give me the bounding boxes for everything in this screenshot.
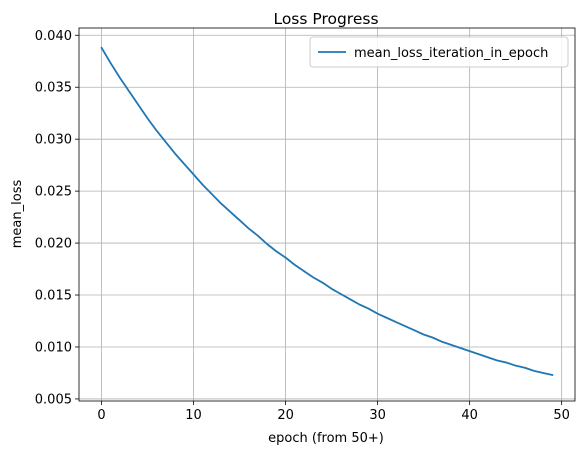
x-tick-label: 50 [553,408,570,423]
plot-frame [78,27,576,402]
y-tick-label: 0.005 [35,392,72,407]
x-tick-label: 0 [97,408,105,423]
legend-label: mean_loss_iteration_in_epoch [354,46,548,61]
x-axis-label: epoch (from 50+) [268,431,384,446]
y-tick-label: 0.040 [35,29,72,44]
x-tick-label: 10 [185,408,202,423]
grid [79,28,575,401]
y-tick-label: 0.010 [35,340,72,355]
x-tick-label: 30 [369,408,386,423]
y-tick-label: 0.030 [35,133,72,148]
legend: mean_loss_iteration_in_epoch [309,36,569,68]
x-axis-ticks: 0 10 20 30 40 50 [97,401,570,423]
series-layer [100,46,554,376]
y-axis-ticks: 0.005 0.010 0.015 0.020 0.025 0.030 0.035 0.040 [35,29,79,407]
y-tick-label: 0.015 [35,289,72,304]
y-tick-label: 0.035 [35,81,72,96]
x-tick-label: 20 [277,408,294,423]
x-tick-label: 40 [461,408,478,423]
y-tick-label: 0.020 [35,237,72,252]
y-axis-label: mean_loss [10,180,25,249]
chart-title: Loss Progress [273,10,378,28]
y-tick-label: 0.025 [35,185,72,200]
series-line [100,46,554,376]
legend-box [309,36,569,68]
